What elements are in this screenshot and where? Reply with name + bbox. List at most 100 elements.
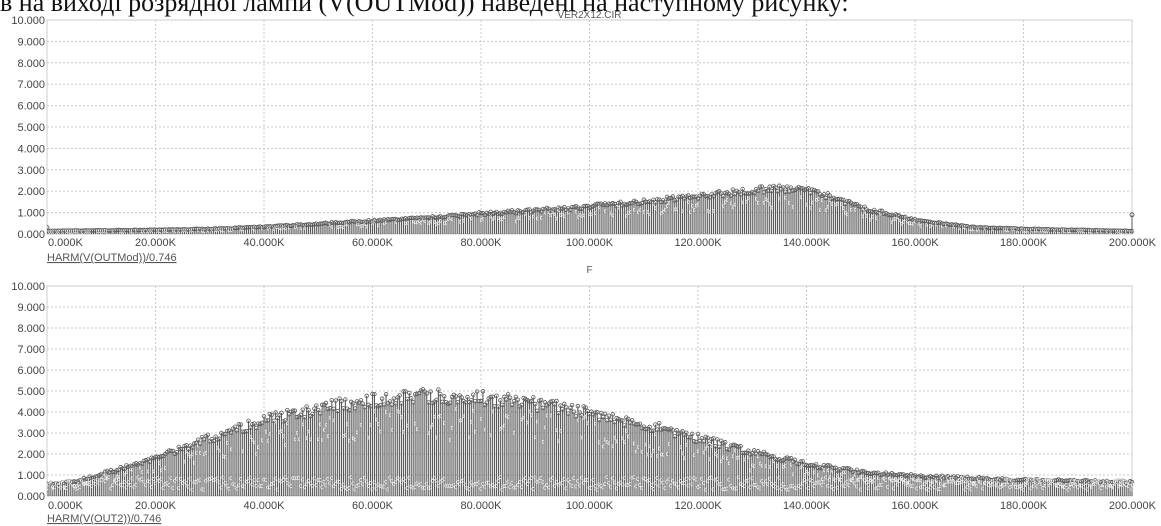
- data-point: [369, 423, 374, 427]
- data-point: [454, 407, 459, 411]
- data-point: [625, 428, 630, 433]
- data-point: [352, 436, 357, 441]
- data-point: [524, 211, 529, 216]
- data-point: [1083, 478, 1088, 483]
- data-point: [894, 217, 899, 221]
- data-point: [559, 213, 564, 218]
- data-point: [853, 472, 858, 477]
- data-point: [580, 214, 585, 218]
- data-point: [282, 225, 287, 230]
- data-point: [1120, 478, 1125, 483]
- data-point: [902, 220, 907, 224]
- data-point: [348, 438, 353, 443]
- data-point: [542, 439, 546, 444]
- data-point: [586, 421, 591, 425]
- data-point: [837, 196, 842, 202]
- data-point: [513, 394, 519, 400]
- data-point: [1097, 479, 1101, 484]
- y-tick-label: 0.000: [17, 491, 45, 503]
- data-point: [515, 208, 521, 213]
- data-point: [834, 202, 839, 207]
- data-point: [280, 226, 285, 231]
- data-point: [367, 435, 372, 440]
- data-point: [792, 457, 798, 462]
- data-point: [1129, 212, 1135, 218]
- data-point: [868, 209, 873, 214]
- data-point: [794, 461, 800, 466]
- data-point: [740, 186, 745, 192]
- data-point: [423, 219, 428, 224]
- data-point: [321, 437, 326, 442]
- data-point: [633, 207, 638, 212]
- data-point: [325, 422, 329, 427]
- data-point: [710, 443, 715, 448]
- data-point: [251, 437, 256, 442]
- data-point: [214, 228, 219, 232]
- data-point: [695, 431, 701, 437]
- data-point: [799, 195, 804, 200]
- data-point: [536, 419, 541, 424]
- data-point: [769, 454, 774, 459]
- data-point: [195, 451, 200, 456]
- data-point: [344, 432, 349, 437]
- data-point: [784, 184, 790, 189]
- data-point: [246, 418, 251, 423]
- data-point: [152, 469, 157, 474]
- data-point: [764, 464, 769, 469]
- data-point: [319, 422, 324, 427]
- data-point: [773, 185, 778, 190]
- data-point: [377, 422, 382, 426]
- data-point: [908, 221, 913, 226]
- data-point: [822, 468, 827, 473]
- data-point: [164, 466, 169, 471]
- data-point: [549, 413, 554, 418]
- x-tick-label: 200.000K: [1109, 237, 1157, 249]
- data-point: [946, 475, 950, 480]
- data-point: [390, 427, 395, 432]
- data-point: [635, 449, 639, 454]
- data-point: [269, 412, 274, 418]
- data-point: [397, 393, 402, 398]
- data-point: [770, 205, 775, 210]
- data-point: [543, 425, 548, 430]
- data-point: [253, 440, 258, 445]
- data-point: [813, 189, 819, 194]
- data-point: [662, 452, 667, 457]
- x-tick-label: 160.000K: [891, 237, 939, 249]
- data-point: [395, 217, 400, 222]
- data-point: [1088, 229, 1093, 234]
- data-point: [282, 434, 287, 438]
- data-point: [358, 398, 364, 403]
- data-point: [494, 393, 499, 398]
- data-point: [852, 201, 858, 207]
- data-point: [435, 435, 440, 440]
- data-point: [610, 412, 615, 417]
- data-point: [611, 213, 616, 218]
- data-point: [326, 434, 331, 439]
- data-point: [693, 453, 698, 458]
- data-point: [960, 479, 965, 484]
- data-point: [502, 209, 507, 215]
- data-point: [199, 450, 204, 455]
- data-point: [536, 216, 541, 221]
- data-point: [842, 206, 847, 211]
- data-point: [746, 448, 751, 453]
- data-point: [611, 444, 616, 448]
- data-point: [222, 454, 227, 459]
- data-point: [1005, 482, 1010, 487]
- x-tick-label: 120.000K: [674, 500, 722, 512]
- data-point: [400, 414, 405, 419]
- data-point: [706, 208, 711, 213]
- data-point: [1130, 487, 1134, 492]
- data-point: [414, 220, 419, 225]
- y-tick-label: 3.000: [17, 428, 45, 440]
- data-point: [704, 446, 709, 451]
- data-point: [1131, 482, 1135, 487]
- data-point: [437, 414, 442, 419]
- data-point: [642, 209, 647, 214]
- data-point: [342, 225, 347, 230]
- data-point: [861, 214, 866, 219]
- y-tick-label: 2.000: [17, 186, 45, 198]
- data-point: [582, 213, 587, 218]
- data-point: [605, 440, 610, 444]
